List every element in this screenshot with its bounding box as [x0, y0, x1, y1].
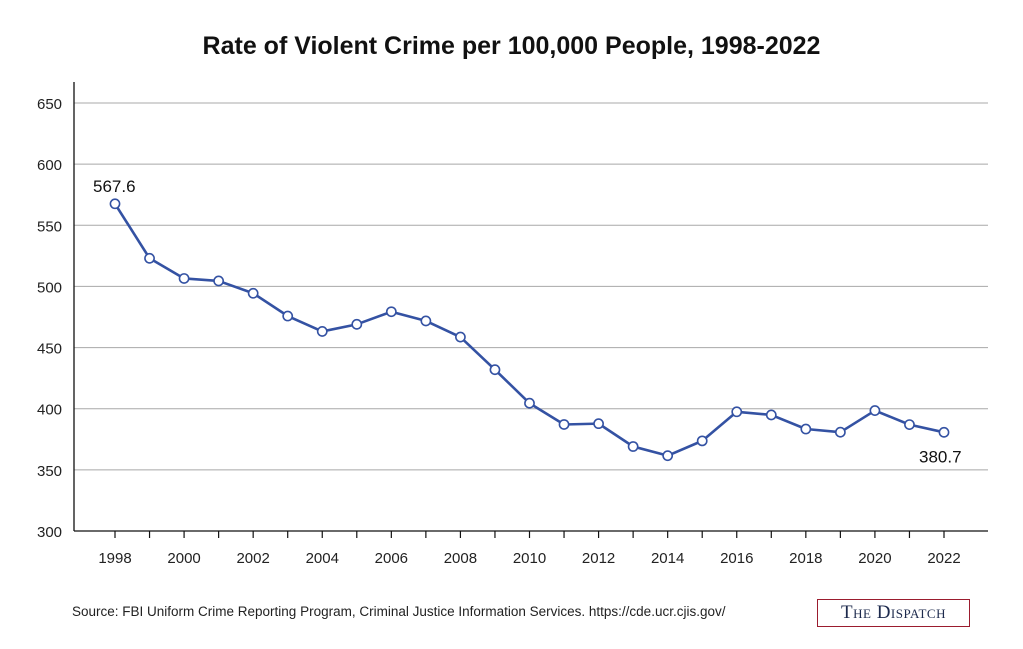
x-tick-label-2004: 2004 [306, 550, 339, 567]
data-label-1998: 567.6 [93, 177, 136, 196]
data-point-1998 [109, 198, 121, 210]
source-note: Source: FBI Uniform Crime Reporting Prog… [72, 604, 726, 619]
data-point-2009 [489, 364, 501, 376]
data-point-2006 [385, 306, 397, 318]
y-tick-label-650: 650 [37, 96, 62, 113]
data-label-2022: 380.7 [919, 447, 962, 466]
y-tick-label-350: 350 [37, 463, 62, 480]
data-point-2000 [178, 273, 190, 284]
data-point-2004 [316, 326, 328, 337]
x-tick-label-2012: 2012 [582, 550, 615, 567]
x-tick-label-2020: 2020 [858, 550, 891, 567]
x-tick-label-2014: 2014 [651, 550, 684, 567]
data-point-2007 [420, 315, 432, 327]
x-tick-label-2016: 2016 [720, 550, 753, 567]
data-point-2011 [558, 419, 570, 430]
series-line-0 [113, 203, 945, 457]
x-tick-label-2010: 2010 [513, 550, 546, 567]
y-tick-label-500: 500 [37, 279, 62, 296]
chart-title: Rate of Violent Crime per 100,000 People… [202, 32, 821, 60]
x-tick-label-2008: 2008 [444, 550, 477, 567]
y-tick-label-450: 450 [37, 341, 62, 358]
x-tick-label-2006: 2006 [375, 550, 408, 567]
data-point-2008 [455, 331, 466, 343]
data-point-2001 [213, 275, 225, 287]
data-point-2013 [627, 441, 639, 452]
data-point-2018 [800, 423, 812, 435]
data-point-2019 [834, 426, 846, 438]
x-tick-label-2022: 2022 [927, 550, 960, 567]
data-point-2017 [765, 409, 777, 421]
data-point-2014 [662, 450, 674, 462]
the-dispatch-logo: The Dispatch [817, 599, 970, 627]
y-tick-label-400: 400 [37, 402, 62, 419]
line-chart: 300 350 400 450 500 550 600 650 1998 2000 2002 2004… [37, 82, 988, 567]
y-tick-label-300: 300 [37, 524, 62, 541]
data-point-2021 [904, 419, 915, 431]
y-tick-label-600: 600 [37, 157, 62, 174]
data-point-2005 [351, 318, 363, 330]
data-point-2020 [869, 405, 881, 416]
x-tick-label-2002: 2002 [236, 550, 269, 567]
x-tick-label-2000: 2000 [167, 550, 200, 567]
data-point-2002 [247, 287, 259, 299]
data-point-2012 [593, 418, 604, 430]
data-point-2022 [938, 426, 950, 438]
data-point-2016 [731, 406, 743, 418]
data-point-2003 [282, 310, 294, 322]
data-point-1999 [144, 252, 155, 264]
x-tick-label-2018: 2018 [789, 550, 822, 567]
data-point-2015 [696, 435, 708, 447]
data-point-2010 [524, 397, 535, 409]
y-tick-label-550: 550 [37, 218, 62, 235]
x-tick-label-1998: 1998 [98, 550, 131, 567]
